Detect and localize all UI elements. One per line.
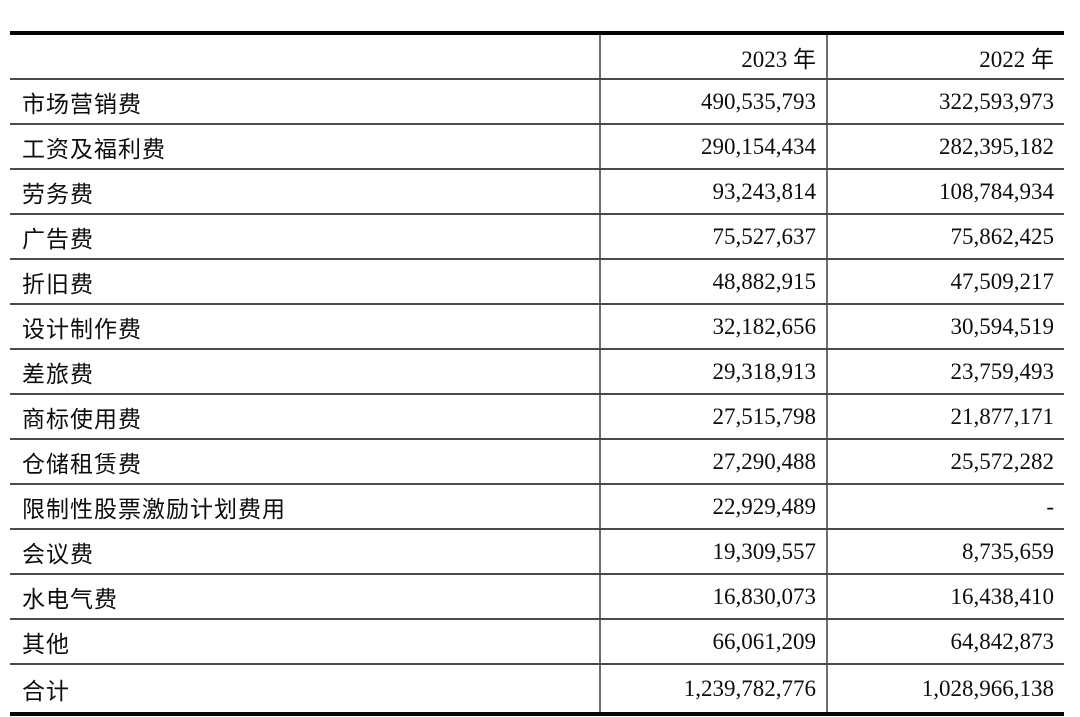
- value-2022-cell: -: [826, 484, 1064, 530]
- table-row: 设计制作费 32,182,656 30,594,519: [10, 304, 1064, 350]
- year-2023-header: 2023 年: [599, 33, 827, 80]
- value-2022-cell: 8,735,659: [826, 529, 1064, 575]
- value-2022-cell: 75,862,425: [826, 214, 1064, 260]
- value-2023-cell: 1,239,782,776: [599, 664, 827, 714]
- header-row: 2023 年 2022 年: [10, 33, 1064, 80]
- value-2022-cell: 322,593,973: [826, 79, 1064, 125]
- table-row: 限制性股票激励计划费用 22,929,489 -: [10, 484, 1064, 530]
- value-2022-cell: 64,842,873: [826, 619, 1064, 665]
- value-2023-cell: 48,882,915: [599, 259, 827, 305]
- row-label-cell: 劳务费: [10, 169, 600, 215]
- row-label-cell: 合计: [22, 677, 70, 704]
- table-row: 水电气费 16,830,073 16,438,410: [10, 574, 1064, 620]
- value-2023-cell: 32,182,656: [599, 304, 827, 350]
- row-label-cell: 差旅费: [10, 349, 600, 395]
- value-2023-cell: 19,309,557: [599, 529, 827, 575]
- value-2022-cell: 25,572,282: [826, 439, 1064, 485]
- table-row: 商标使用费 27,515,798 21,877,171: [10, 394, 1064, 440]
- empty-header-cell: [10, 33, 600, 80]
- row-label-cell: 广告费: [10, 214, 600, 260]
- value-2023-cell: 27,290,488: [599, 439, 827, 485]
- table-row: 劳务费 93,243,814 108,784,934: [10, 169, 1064, 215]
- value-2023-cell: 22,929,489: [599, 484, 827, 530]
- value-2023-cell: 16,830,073: [599, 574, 827, 620]
- table-row: 差旅费 29,318,913 23,759,493: [10, 349, 1064, 395]
- row-label-cell: 其他: [10, 619, 600, 665]
- value-2023-cell: 75,527,637: [599, 214, 827, 260]
- row-label-cell: 工资及福利费: [10, 124, 600, 170]
- table-row: 仓储租赁费 27,290,488 25,572,282: [10, 439, 1064, 485]
- value-2023-cell: 93,243,814: [599, 169, 827, 215]
- row-label-cell: 市场营销费: [10, 79, 600, 125]
- value-2023-cell: 290,154,434: [599, 124, 827, 170]
- value-2023-cell: 66,061,209: [599, 619, 827, 665]
- table-row: 其他 66,061,209 64,842,873: [10, 619, 1064, 665]
- year-2022-header: 2022 年: [826, 33, 1064, 80]
- table-row: 合计 1,239,782,776 1,028,966,138: [10, 664, 1064, 714]
- row-label-cell: 会议费: [10, 529, 600, 575]
- table-row: 折旧费 48,882,915 47,509,217: [10, 259, 1064, 305]
- value-2022-cell: 30,594,519: [826, 304, 1064, 350]
- value-2022-cell: 47,509,217: [826, 259, 1064, 305]
- table-row: 市场营销费 490,535,793 322,593,973: [10, 79, 1064, 125]
- value-2022-cell: 1,028,966,138: [826, 664, 1064, 714]
- row-label-cell: 水电气费: [10, 574, 600, 620]
- value-2022-cell: 21,877,171: [826, 394, 1064, 440]
- value-2022-cell: 16,438,410: [826, 574, 1064, 620]
- row-label-cell: 折旧费: [10, 259, 600, 305]
- row-label-cell: 设计制作费: [10, 304, 600, 350]
- value-2022-cell: 23,759,493: [826, 349, 1064, 395]
- table-row: 会议费 19,309,557 8,735,659: [10, 529, 1064, 575]
- table-row: 工资及福利费 290,154,434 282,395,182: [10, 124, 1064, 170]
- expense-breakdown-table: 2023 年 2022 年 市场营销费 490,535,793 322,593,…: [10, 31, 1064, 716]
- row-label-cell: 商标使用费: [10, 394, 600, 440]
- value-2022-cell: 108,784,934: [826, 169, 1064, 215]
- table-row: 广告费 75,527,637 75,862,425: [10, 214, 1064, 260]
- row-label-cell: 仓储租赁费: [10, 439, 600, 485]
- value-2023-cell: 29,318,913: [599, 349, 827, 395]
- value-2023-cell: 490,535,793: [599, 79, 827, 125]
- value-2023-cell: 27,515,798: [599, 394, 827, 440]
- row-label-cell: 限制性股票激励计划费用: [10, 484, 600, 530]
- value-2022-cell: 282,395,182: [826, 124, 1064, 170]
